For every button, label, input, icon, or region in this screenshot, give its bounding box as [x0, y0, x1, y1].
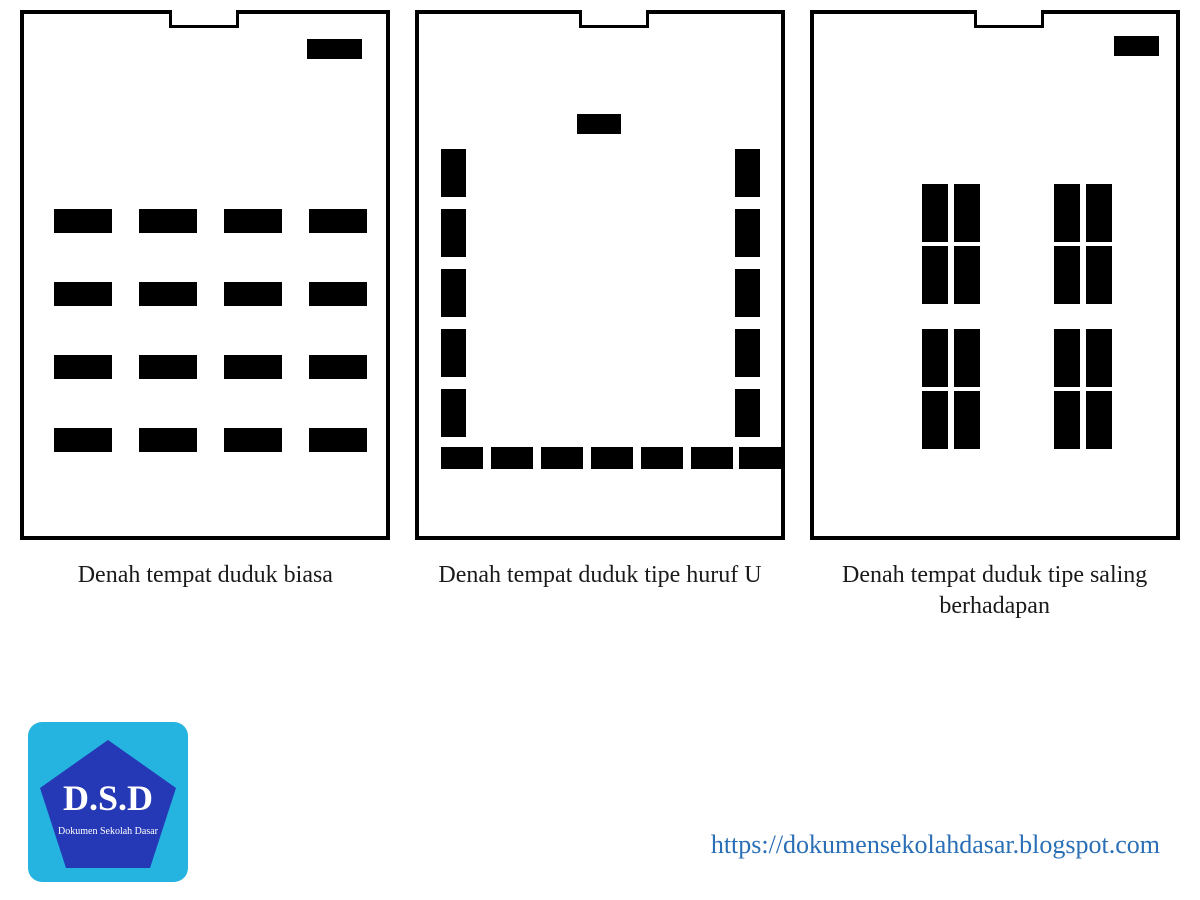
panel2-right-4: [735, 389, 760, 437]
panel1-door: [169, 10, 239, 28]
panel1-desk-r3-c2: [224, 428, 282, 452]
panel1-desk-r3-c1: [139, 428, 197, 452]
panel1-desk-r3-c0: [54, 428, 112, 452]
panel2-wrap: Denah tempat duduk tipe huruf U: [413, 10, 788, 622]
panel1-desk-r0-c1: [139, 209, 197, 233]
panel3-rg-c0-r0-a: [1054, 184, 1080, 242]
panel1-desk-r2-c0: [54, 355, 112, 379]
panel1-desk-r2-c2: [224, 355, 282, 379]
panel1-desk-r0-c3: [309, 209, 367, 233]
panel3-lg-c1-r0-b: [954, 329, 980, 387]
panel3-caption: Denah tempat duduk tipe saling berhadapa…: [810, 560, 1180, 622]
panel3-lg-c1-r0-a: [922, 329, 948, 387]
panel1-wrap: Denah tempat duduk biasa: [18, 10, 393, 622]
panel3-teacher-desk: [1114, 36, 1159, 56]
panel3-wrap: Denah tempat duduk tipe saling berhadapa…: [807, 10, 1182, 622]
logo-main-text: D.S.D: [63, 778, 153, 818]
panel2-bottom-0: [441, 447, 483, 469]
panel2-right-0: [735, 149, 760, 197]
panel2-bottom-2: [541, 447, 583, 469]
panel3-lg-c1-r1-a: [922, 391, 948, 449]
panel2-door: [579, 10, 649, 28]
panel3-lg-c0-r1-a: [922, 246, 948, 304]
panel2-bottom-1: [491, 447, 533, 469]
panel2-bottom-5: [691, 447, 733, 469]
logo: D.S.D Dokumen Sekolah Dasar: [28, 722, 188, 887]
panel2-frame: [415, 10, 785, 540]
panels-row: Denah tempat duduk biasa Denah tempat du…: [0, 0, 1200, 622]
panel2-right-2: [735, 269, 760, 317]
panel2-left-3: [441, 329, 466, 377]
panel2-bottom-6: [739, 447, 781, 469]
panel2-right-3: [735, 329, 760, 377]
panel1-desk-r3-c3: [309, 428, 367, 452]
panel3-rg-c0-r0-b: [1086, 184, 1112, 242]
panel3-rg-c1-r1-b: [1086, 391, 1112, 449]
panel2-left-1: [441, 209, 466, 257]
panel1-desk-r2-c3: [309, 355, 367, 379]
logo-svg: D.S.D Dokumen Sekolah Dasar: [28, 722, 188, 882]
panel1-caption: Denah tempat duduk biasa: [78, 560, 333, 591]
panel3-frame: [810, 10, 1180, 540]
panel1-desk-r0-c2: [224, 209, 282, 233]
panel1-desk-r1-c3: [309, 282, 367, 306]
panel1-frame: [20, 10, 390, 540]
panel3-rg-c1-r0-a: [1054, 329, 1080, 387]
panel3-rg-c1-r1-a: [1054, 391, 1080, 449]
panel1-desk-r2-c1: [139, 355, 197, 379]
panel2-left-2: [441, 269, 466, 317]
panel3-door: [974, 10, 1044, 28]
panel3-lg-c0-r0-b: [954, 184, 980, 242]
panel3-rg-c0-r1-b: [1086, 246, 1112, 304]
panel2-left-4: [441, 389, 466, 437]
panel3-lg-c0-r1-b: [954, 246, 980, 304]
panel3-lg-c0-r0-a: [922, 184, 948, 242]
panel1-desk-r1-c1: [139, 282, 197, 306]
logo-sub-text: Dokumen Sekolah Dasar: [58, 826, 159, 837]
panel2-right-1: [735, 209, 760, 257]
panel3-rg-c0-r1-a: [1054, 246, 1080, 304]
panel2-teacher-desk: [577, 114, 621, 134]
source-link[interactable]: https://dokumensekolahdasar.blogspot.com: [711, 830, 1160, 860]
panel1-desk-r0-c0: [54, 209, 112, 233]
panel1-desk-r1-c2: [224, 282, 282, 306]
panel3-lg-c1-r1-b: [954, 391, 980, 449]
panel2-bottom-4: [641, 447, 683, 469]
panel2-left-0: [441, 149, 466, 197]
panel2-bottom-3: [591, 447, 633, 469]
panel1-teacher-desk: [307, 39, 362, 59]
panel3-rg-c1-r0-b: [1086, 329, 1112, 387]
panel1-desk-r1-c0: [54, 282, 112, 306]
panel2-caption: Denah tempat duduk tipe huruf U: [438, 560, 761, 591]
